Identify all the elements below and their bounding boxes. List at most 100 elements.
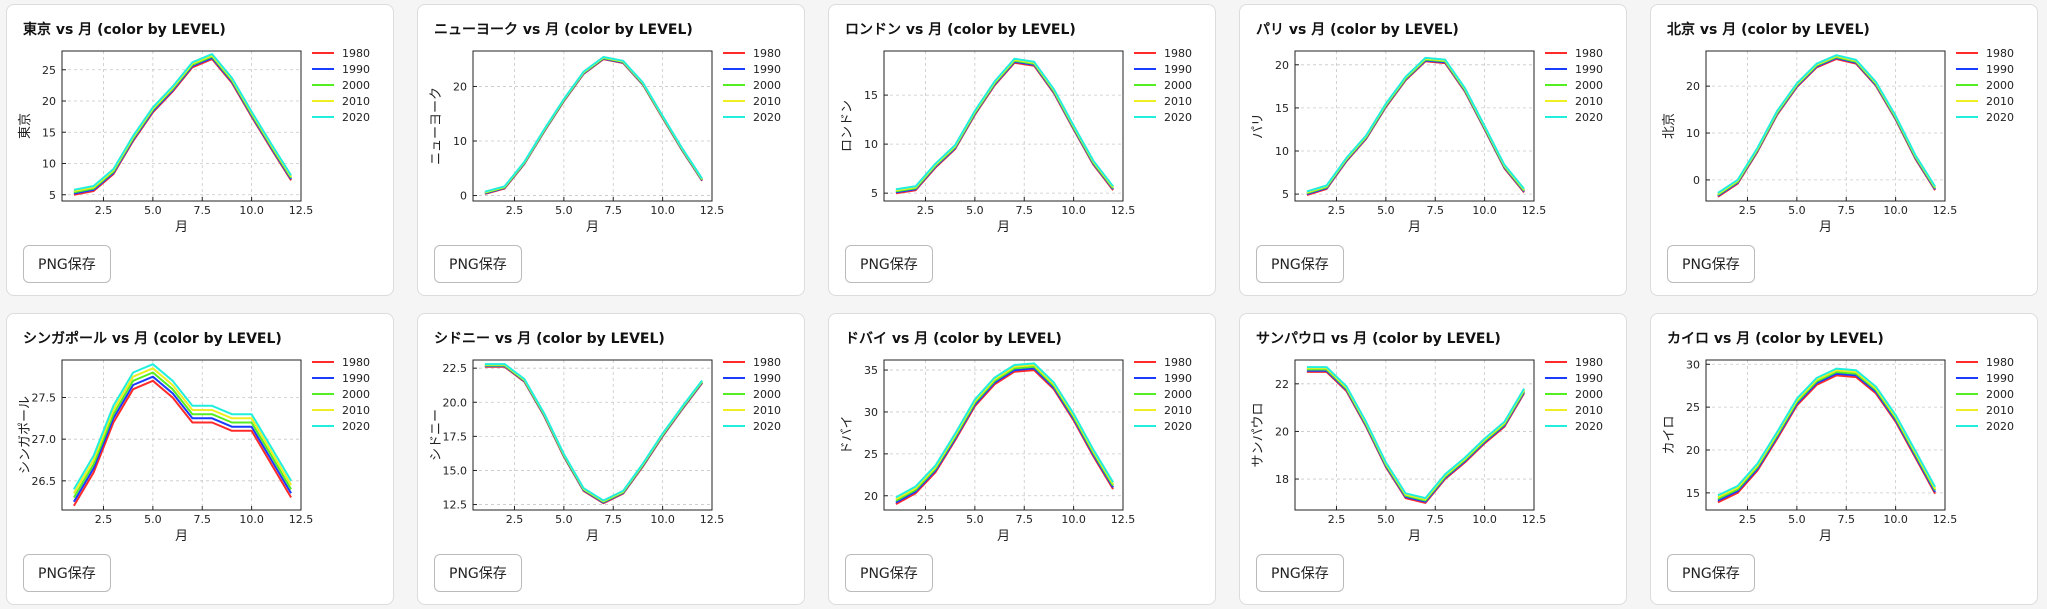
series-line-2010 xyxy=(1717,55,1936,195)
chart-title: サンパウロ vs 月 (color by LEVEL) xyxy=(1256,331,1501,347)
png-save-button[interactable]: PNG保存 xyxy=(23,554,111,592)
legend-label: 2000 xyxy=(1986,388,2014,401)
line-chart: 2.5 5.0 7.5 10.0 12.5 5 10 15 月 ロンドン 1980 1990 2000 2… xyxy=(840,47,1192,235)
y-tick-label: 5 xyxy=(49,189,56,202)
legend-label: 2010 xyxy=(753,95,781,108)
x-tick-label: 12.5 xyxy=(1933,513,1958,526)
legend-label: 1980 xyxy=(1575,47,1603,60)
x-axis-label: 月 xyxy=(586,220,599,235)
legend-label: 1980 xyxy=(753,356,781,369)
y-tick-label: 5 xyxy=(1282,188,1289,201)
y-tick-label: 27.5 xyxy=(32,392,57,405)
x-tick-label: 5.0 xyxy=(1377,204,1395,217)
png-save-button[interactable]: PNG保存 xyxy=(845,245,933,283)
y-tick-label: 20 xyxy=(864,490,878,503)
y-tick-label: 5 xyxy=(871,187,878,200)
x-axis-label: 月 xyxy=(175,529,188,544)
legend-label: 2010 xyxy=(342,95,370,108)
y-tick-label: 20 xyxy=(1275,425,1289,438)
x-tick-label: 12.5 xyxy=(1522,204,1547,217)
line-chart: 2.5 5.0 7.5 10.0 12.5 0 10 20 月 北京 1980 1990 2000 201… xyxy=(1662,47,2014,235)
chart-title: ニューヨーク vs 月 (color by LEVEL) xyxy=(434,22,693,38)
plot-frame xyxy=(472,359,713,511)
x-tick-label: 12.5 xyxy=(700,204,725,217)
legend-label: 1980 xyxy=(1164,47,1192,60)
png-save-button[interactable]: PNG保存 xyxy=(1667,554,1755,592)
x-tick-label: 5.0 xyxy=(1377,513,1395,526)
png-save-button[interactable]: PNG保存 xyxy=(1256,245,1344,283)
series-line-2000 xyxy=(1717,56,1936,196)
legend-label: 2020 xyxy=(1164,420,1192,433)
line-chart: 2.5 5.0 7.5 10.0 12.5 12.5 15.0 17.5 20.0 22.5 月 シド… xyxy=(429,356,781,544)
series-line-2000 xyxy=(1306,58,1525,195)
y-tick-label: 27.0 xyxy=(32,433,57,446)
plot-frame xyxy=(472,50,713,202)
x-tick-label: 7.5 xyxy=(1837,204,1855,217)
x-tick-label: 10.0 xyxy=(1061,513,1086,526)
chart-card: 北京 vs 月 (color by LEVEL) 2.5 5.0 7.5 10.0 12.… xyxy=(1650,4,2038,296)
legend-label: 1990 xyxy=(753,372,781,385)
x-tick-label: 7.5 xyxy=(1015,513,1032,526)
y-tick-label: 10 xyxy=(1686,127,1700,140)
line-chart: 2.5 5.0 7.5 10.0 12.5 15 20 25 30 月 カイロ 1980 1990 200… xyxy=(1662,356,2014,544)
legend-label: 2010 xyxy=(1986,95,2014,108)
legend-label: 2000 xyxy=(1164,388,1192,401)
x-tick-label: 10.0 xyxy=(1883,204,1908,217)
chart-title: カイロ vs 月 (color by LEVEL) xyxy=(1667,331,1884,347)
x-tick-label: 2.5 xyxy=(95,204,113,217)
y-tick-label: 35 xyxy=(864,364,878,377)
y-tick-label: 10 xyxy=(42,158,56,171)
x-tick-label: 7.5 xyxy=(604,513,622,526)
chart-title: シンガポール vs 月 (color by LEVEL) xyxy=(23,331,282,347)
legend-label: 2020 xyxy=(753,420,781,433)
plot-frame xyxy=(1294,50,1535,202)
png-save-button[interactable]: PNG保存 xyxy=(1256,554,1344,592)
chart-card: サンパウロ vs 月 (color by LEVEL) 2.5 5.0 7.5 10.0… xyxy=(1239,313,1627,605)
x-tick-label: 10.0 xyxy=(1061,204,1086,217)
png-save-button[interactable]: PNG保存 xyxy=(845,554,933,592)
y-axis-label: パリ xyxy=(1251,113,1266,139)
png-save-button[interactable]: PNG保存 xyxy=(23,245,111,283)
legend-label: 1990 xyxy=(1164,372,1192,385)
x-tick-label: 10.0 xyxy=(1472,204,1497,217)
png-save-button[interactable]: PNG保存 xyxy=(434,245,522,283)
png-save-button[interactable]: PNG保存 xyxy=(1667,245,1755,283)
y-tick-label: 25 xyxy=(42,64,56,77)
x-tick-label: 12.5 xyxy=(700,513,725,526)
series-line-2020 xyxy=(73,363,292,490)
y-axis-label: ニューヨーク xyxy=(429,87,444,165)
y-tick-label: 15 xyxy=(42,126,56,139)
chart-card: パリ vs 月 (color by LEVEL) 2.5 5.0 7.5 10.0 12.… xyxy=(1239,4,1627,296)
series-line-1990 xyxy=(1306,59,1525,196)
png-save-button[interactable]: PNG保存 xyxy=(434,554,522,592)
legend-label: 2010 xyxy=(342,404,370,417)
legend-label: 1990 xyxy=(1986,63,2014,76)
series-line-2020 xyxy=(1306,366,1525,500)
legend-label: 1990 xyxy=(1575,63,1603,76)
series-line-2020 xyxy=(1717,367,1936,497)
chart-card: カイロ vs 月 (color by LEVEL) 2.5 5.0 7.5 10.0 12… xyxy=(1650,313,2038,605)
x-tick-label: 7.5 xyxy=(1015,204,1032,217)
y-axis-label: ドバイ xyxy=(840,415,855,454)
y-tick-label: 10 xyxy=(453,135,467,148)
x-tick-label: 5.0 xyxy=(1788,204,1806,217)
chart-title: 東京 vs 月 (color by LEVEL) xyxy=(23,22,226,38)
legend-label: 2020 xyxy=(1986,111,2014,124)
chart-title: ロンドン vs 月 (color by LEVEL) xyxy=(845,22,1076,38)
chart-card: シドニー vs 月 (color by LEVEL) 2.5 5.0 7.5 10.0 1… xyxy=(417,313,805,605)
series-line-2020 xyxy=(1306,56,1525,193)
x-tick-label: 12.5 xyxy=(1111,204,1136,217)
series-line-1990 xyxy=(1717,372,1936,502)
legend-label: 2010 xyxy=(753,404,781,417)
x-tick-label: 2.5 xyxy=(1739,204,1757,217)
x-tick-label: 5.0 xyxy=(1788,513,1806,526)
legend-label: 1980 xyxy=(1575,356,1603,369)
x-tick-label: 10.0 xyxy=(239,204,264,217)
series-line-1990 xyxy=(484,365,703,504)
x-tick-label: 7.5 xyxy=(193,204,211,217)
x-tick-label: 2.5 xyxy=(1739,513,1757,526)
legend-label: 2020 xyxy=(342,111,370,124)
series-line-2020 xyxy=(73,53,292,191)
legend-label: 1990 xyxy=(1575,372,1603,385)
plot-frame xyxy=(1705,50,1946,202)
